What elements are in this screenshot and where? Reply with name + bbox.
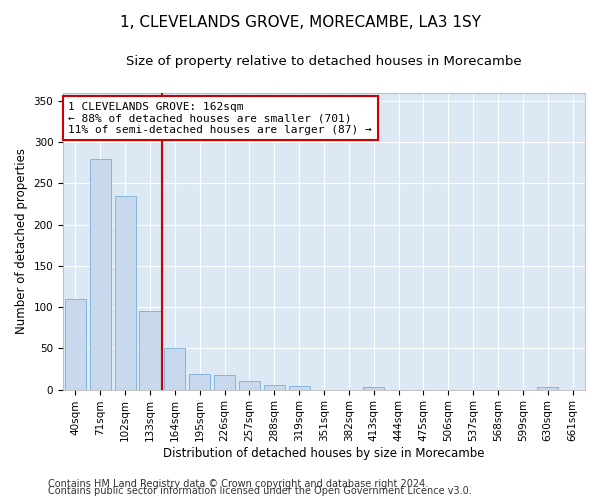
Bar <box>65 299 86 390</box>
Bar <box>189 374 210 390</box>
Text: Contains HM Land Registry data © Crown copyright and database right 2024.: Contains HM Land Registry data © Crown c… <box>48 479 428 489</box>
Bar <box>264 386 285 390</box>
Bar <box>139 312 161 390</box>
X-axis label: Distribution of detached houses by size in Morecambe: Distribution of detached houses by size … <box>163 447 485 460</box>
Title: Size of property relative to detached houses in Morecambe: Size of property relative to detached ho… <box>126 55 522 68</box>
Y-axis label: Number of detached properties: Number of detached properties <box>15 148 28 334</box>
Bar <box>289 386 310 390</box>
Bar <box>90 158 111 390</box>
Bar <box>363 387 384 390</box>
Bar <box>239 380 260 390</box>
Text: 1, CLEVELANDS GROVE, MORECAMBE, LA3 1SY: 1, CLEVELANDS GROVE, MORECAMBE, LA3 1SY <box>119 15 481 30</box>
Text: 1 CLEVELANDS GROVE: 162sqm
← 88% of detached houses are smaller (701)
11% of sem: 1 CLEVELANDS GROVE: 162sqm ← 88% of deta… <box>68 102 372 135</box>
Bar <box>214 375 235 390</box>
Text: Contains public sector information licensed under the Open Government Licence v3: Contains public sector information licen… <box>48 486 472 496</box>
Bar <box>164 348 185 390</box>
Bar <box>115 196 136 390</box>
Bar <box>537 387 558 390</box>
